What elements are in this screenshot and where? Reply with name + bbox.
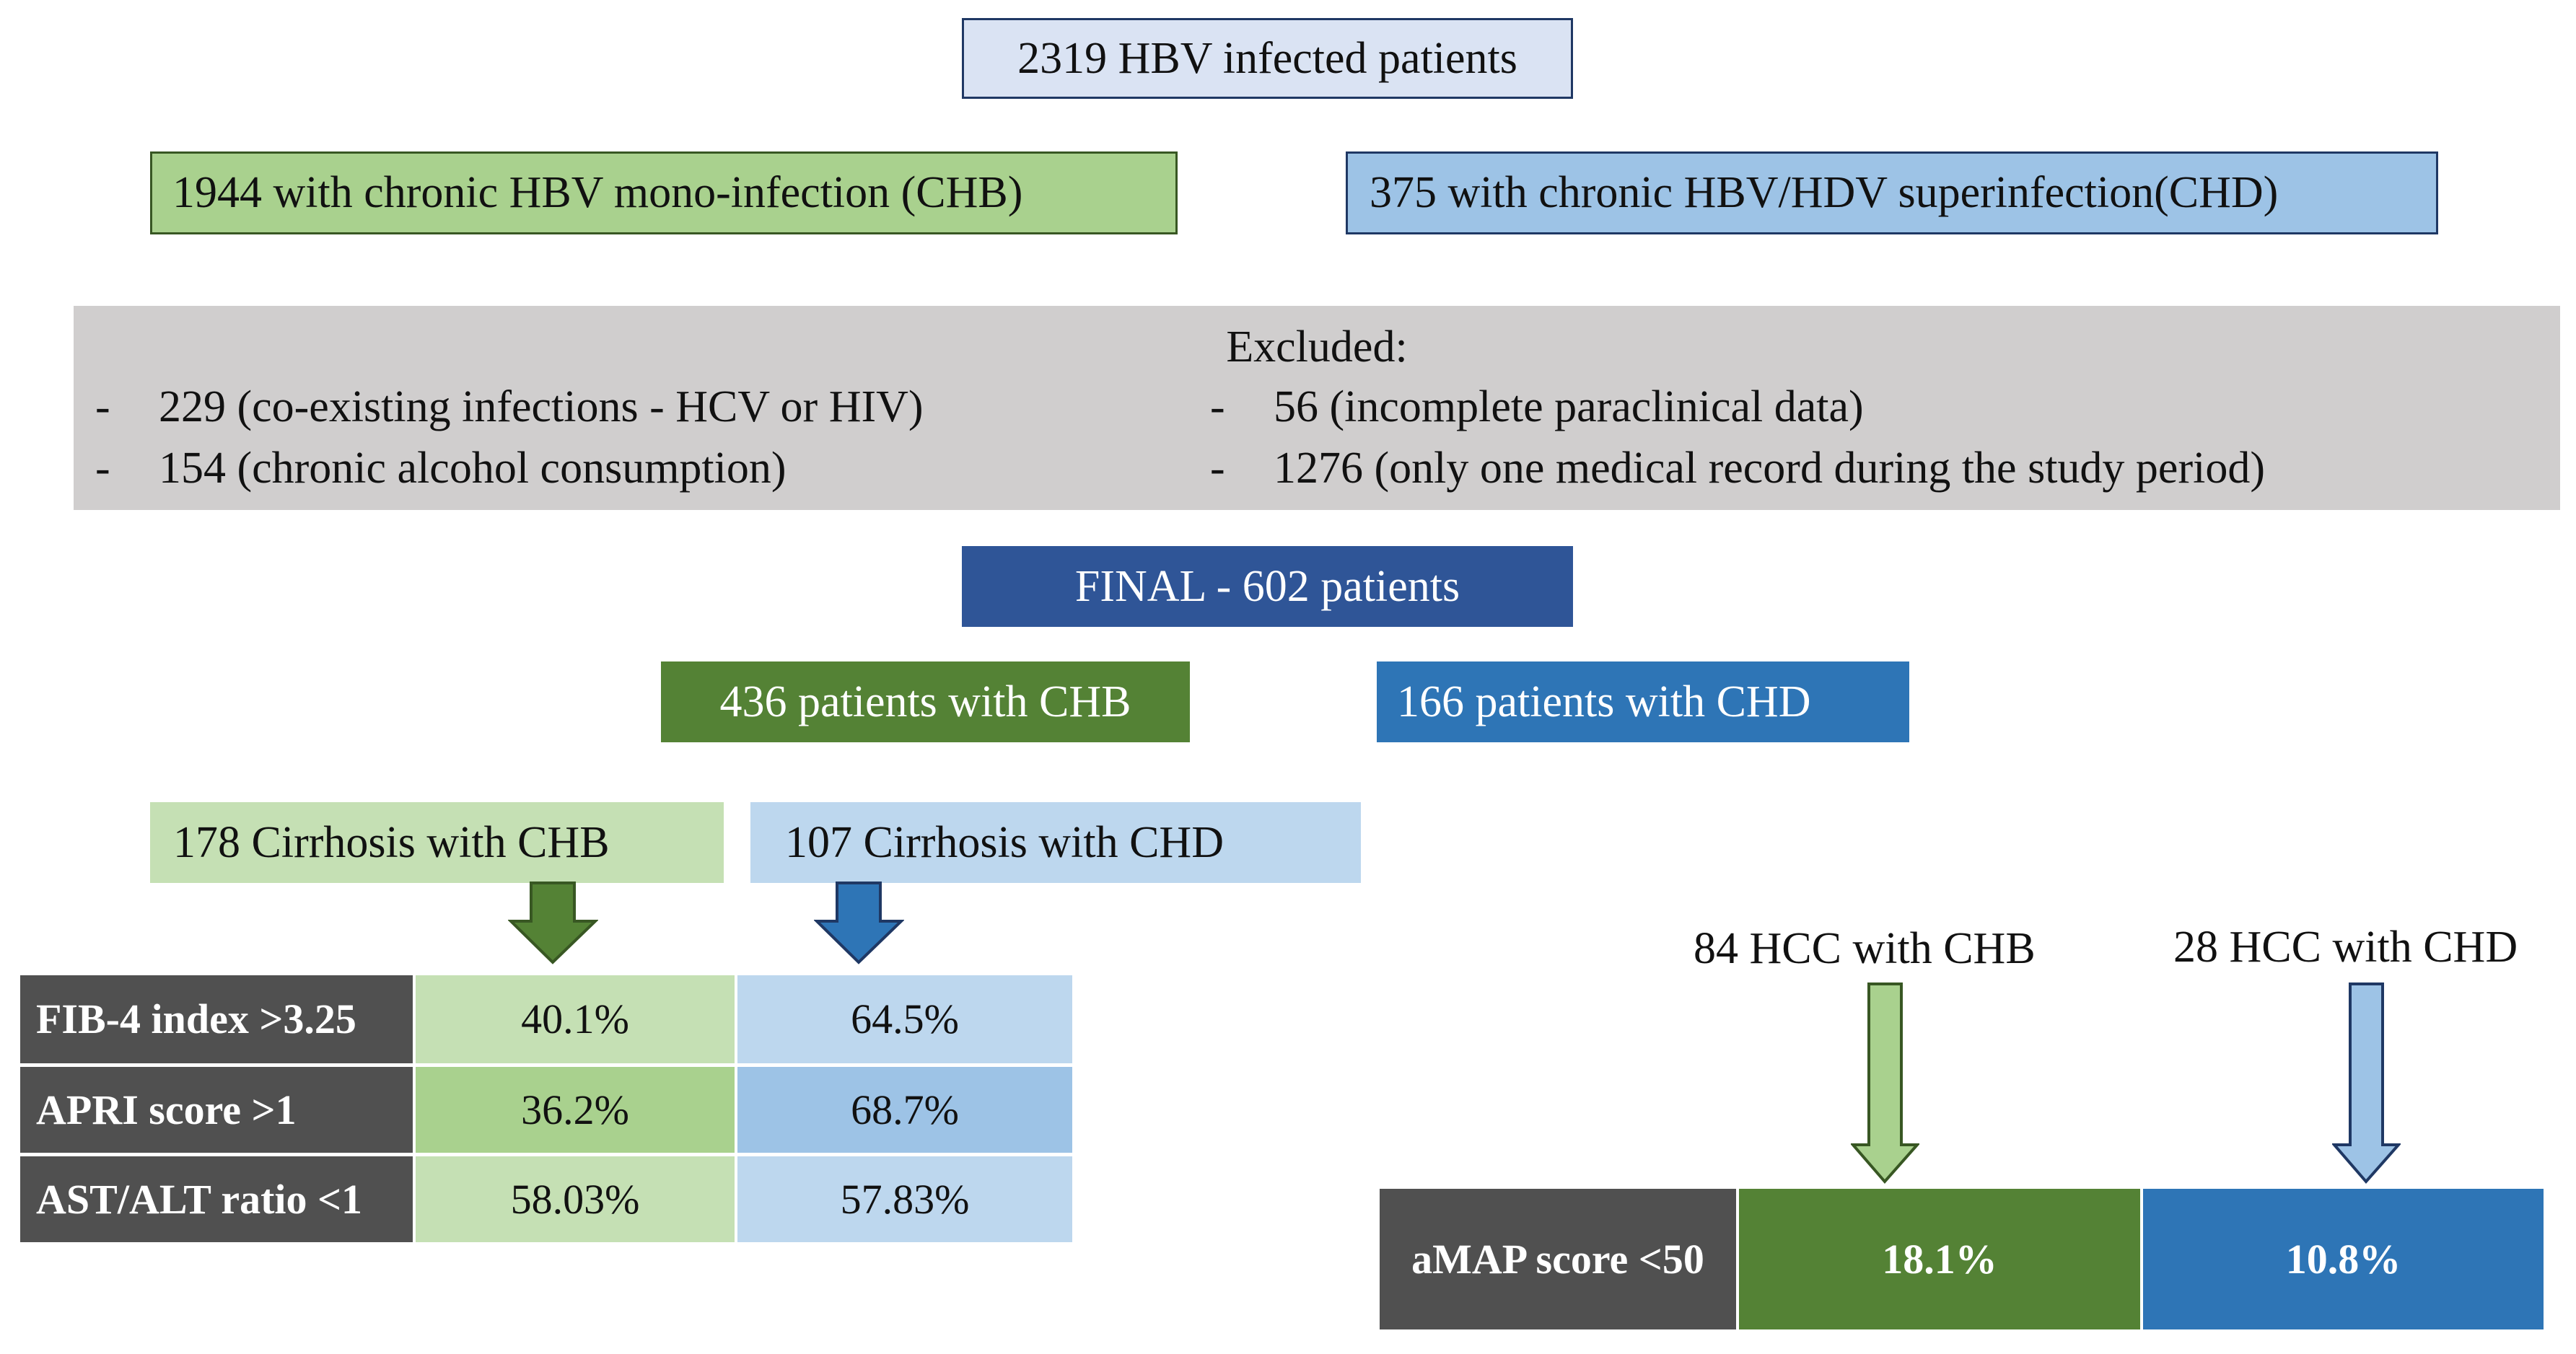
chb-final-label: 436 patients with CHB: [719, 677, 1131, 726]
final-patients-box: FINAL - 602 patients: [962, 546, 1573, 627]
excluded-dash: -: [95, 382, 110, 431]
excluded-item: 229 (co-existing infections - HCV or HIV…: [159, 382, 924, 431]
hcc-chb-label: 84 HCC with CHB: [1694, 924, 2036, 973]
chd-final-label: 166 patients with CHD: [1397, 677, 1811, 726]
cirrhosis-chb-label: 178 Cirrhosis with CHB: [173, 817, 610, 867]
metric-label: APRI score >1: [20, 1065, 416, 1156]
metric-chb-value: 40.1%: [414, 975, 737, 1067]
excluded-dash: -: [95, 444, 110, 493]
chd-final-box: 166 patients with CHD: [1377, 661, 1909, 742]
metric-label: FIB-4 index >3.25: [20, 975, 416, 1067]
cirrhosis-metrics-table: FIB-4 index >3.25 40.1% 64.5% APRI score…: [20, 975, 1075, 1246]
excluded-dash: -: [1210, 382, 1225, 431]
hcc-chd-arrow-icon: [2332, 982, 2401, 1184]
chd-cohort-box: 375 with chronic HBV/HDV superinfection(…: [1346, 151, 2438, 234]
amap-chd-value: 10.8%: [2143, 1189, 2544, 1329]
excluded-box: Excluded: - 229 (co-existing infections …: [74, 306, 2560, 510]
excluded-item: 1276 (only one medical record during the…: [1274, 444, 2265, 493]
metric-label: AST/ALT ratio <1: [20, 1154, 416, 1246]
cirrhosis-chd-box: 107 Cirrhosis with CHD: [750, 802, 1361, 883]
table-row: FIB-4 index >3.25 40.1% 64.5%: [20, 975, 1075, 1067]
hcc-chd-label: 28 HCC with CHD: [2173, 923, 2518, 972]
amap-score-bar: aMAP score <50 18.1% 10.8%: [1380, 1189, 2544, 1329]
metric-chb-value: 36.2%: [414, 1065, 737, 1156]
metric-chb-value: 58.03%: [414, 1154, 737, 1246]
table-row: AST/ALT ratio <1 58.03% 57.83%: [20, 1154, 1075, 1246]
chb-cohort-box: 1944 with chronic HBV mono-infection (CH…: [150, 151, 1178, 234]
final-patients-label: FINAL - 602 patients: [1074, 561, 1460, 611]
chb-cohort-label: 1944 with chronic HBV mono-infection (CH…: [172, 168, 1023, 217]
amap-label: aMAP score <50: [1380, 1189, 1739, 1329]
hcc-chb-arrow-icon: [1851, 982, 1919, 1184]
cirrhosis-chd-arrow-icon: [814, 882, 904, 964]
chd-cohort-label: 375 with chronic HBV/HDV superinfection(…: [1370, 168, 2279, 217]
cirrhosis-chb-arrow-icon: [508, 882, 598, 964]
total-patients-label: 2319 HBV infected patients: [1017, 33, 1517, 83]
amap-chb-value: 18.1%: [1739, 1189, 2143, 1329]
excluded-item: 56 (incomplete paraclinical data): [1274, 382, 1864, 431]
excluded-item: 154 (chronic alcohol consumption): [159, 444, 787, 493]
total-patients-box: 2319 HBV infected patients: [962, 18, 1573, 99]
cirrhosis-chd-label: 107 Cirrhosis with CHD: [785, 817, 1224, 867]
table-row: APRI score >1 36.2% 68.7%: [20, 1065, 1075, 1156]
metric-chd-value: 68.7%: [736, 1065, 1075, 1156]
cirrhosis-chb-box: 178 Cirrhosis with CHB: [150, 802, 724, 883]
excluded-dash: -: [1210, 444, 1225, 493]
excluded-title: Excluded:: [1226, 322, 1408, 372]
chb-final-box: 436 patients with CHB: [661, 661, 1190, 742]
metric-chd-value: 64.5%: [736, 975, 1075, 1067]
metric-chd-value: 57.83%: [736, 1154, 1075, 1246]
